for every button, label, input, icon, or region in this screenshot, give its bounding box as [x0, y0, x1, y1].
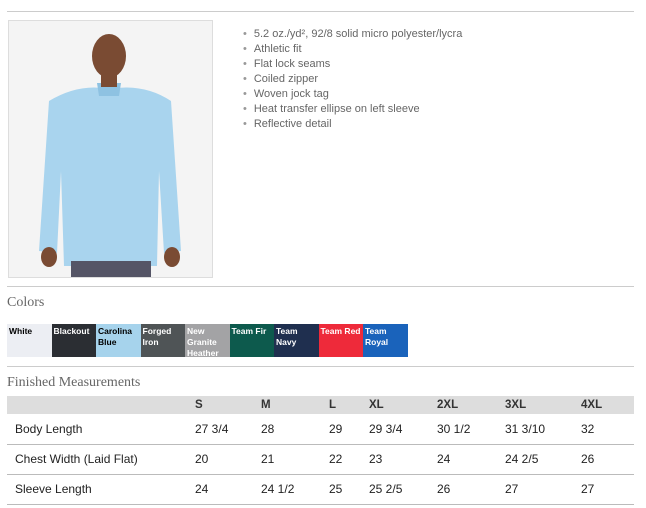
measurements-title: Finished Measurements — [7, 375, 141, 390]
table-row: Body Length 27 3/4 28 29 29 3/4 30 1/2 31 3/10… — [7, 414, 634, 445]
feature-item: 5.2 oz./yd², 92/8 solid micro polyester/… — [243, 27, 462, 42]
color-swatch[interactable]: Forged Iron — [140, 324, 185, 357]
feature-item: Coiled zipper — [243, 72, 462, 87]
measurement-cell: 24 — [195, 474, 261, 505]
measurement-cell: 25 2/5 — [369, 474, 437, 505]
product-image — [8, 20, 213, 278]
column-header: 2XL — [437, 396, 505, 414]
colors-title: Colors — [7, 295, 45, 310]
measurement-cell: 21 — [261, 444, 329, 475]
row-label: Body Length — [7, 414, 195, 445]
measurement-cell: 23 — [369, 444, 437, 475]
measurement-cell: 24 1/2 — [261, 474, 329, 505]
table-row: Sleeve Length 24 24 1/2 25 25 2/5 26 27 27 — [7, 474, 634, 505]
color-swatch[interactable]: Team Fir — [229, 324, 274, 357]
measurement-cell: 20 — [195, 444, 261, 475]
column-header: L — [329, 396, 369, 414]
feature-list: 5.2 oz./yd², 92/8 solid micro polyester/… — [243, 27, 462, 132]
measurement-cell: 25 — [329, 474, 369, 505]
measurement-cell: 27 3/4 — [195, 414, 261, 445]
feature-item: Woven jock tag — [243, 87, 462, 102]
feature-item: Reflective detail — [243, 117, 462, 132]
color-swatch[interactable]: Blackout — [51, 324, 96, 357]
row-label: Sleeve Length — [7, 474, 195, 505]
measurement-cell: 24 2/5 — [505, 444, 581, 475]
color-swatches: White Blackout Carolina Blue Forged Iron New… — [7, 324, 408, 357]
measurements-table: S M L XL 2XL 3XL 4XL Body Length 27 3/4 28 29 29 3… — [7, 396, 634, 505]
table-row: Chest Width (Laid Flat) 20 21 22 23 24 24 2/5 2… — [7, 444, 634, 475]
color-swatch[interactable]: Carolina Blue — [96, 324, 141, 357]
measurement-cell: 29 3/4 — [369, 414, 437, 445]
column-header: M — [261, 396, 329, 414]
column-header: 4XL — [581, 396, 634, 414]
column-header — [7, 396, 195, 414]
measurement-cell: 32 — [581, 414, 634, 445]
measurement-cell: 27 — [505, 474, 581, 505]
divider — [7, 286, 634, 287]
measurement-cell: 24 — [437, 444, 505, 475]
divider — [7, 366, 634, 367]
color-swatch[interactable]: Team Navy — [274, 324, 319, 357]
measurement-cell: 22 — [329, 444, 369, 475]
column-header: 3XL — [505, 396, 581, 414]
measurement-cell: 31 3/10 — [505, 414, 581, 445]
color-swatch[interactable]: Team Royal — [363, 324, 408, 357]
column-header: XL — [369, 396, 437, 414]
measurement-cell: 28 — [261, 414, 329, 445]
measurement-cell: 30 1/2 — [437, 414, 505, 445]
measurement-cell: 26 — [581, 444, 634, 475]
divider-top — [7, 11, 634, 12]
feature-item: Flat lock seams — [243, 57, 462, 72]
measurement-cell: 27 — [581, 474, 634, 505]
table-header-row: S M L XL 2XL 3XL 4XL — [7, 396, 634, 414]
row-label: Chest Width (Laid Flat) — [7, 444, 195, 475]
measurement-cell: 26 — [437, 474, 505, 505]
feature-item: Heat transfer ellipse on left sleeve — [243, 102, 462, 117]
color-swatch[interactable]: New Granite Heather — [185, 324, 230, 357]
column-header: S — [195, 396, 261, 414]
color-swatch[interactable]: White — [7, 324, 52, 357]
color-swatch[interactable]: Team Red — [318, 324, 363, 357]
measurement-cell: 29 — [329, 414, 369, 445]
feature-item: Athletic fit — [243, 42, 462, 57]
